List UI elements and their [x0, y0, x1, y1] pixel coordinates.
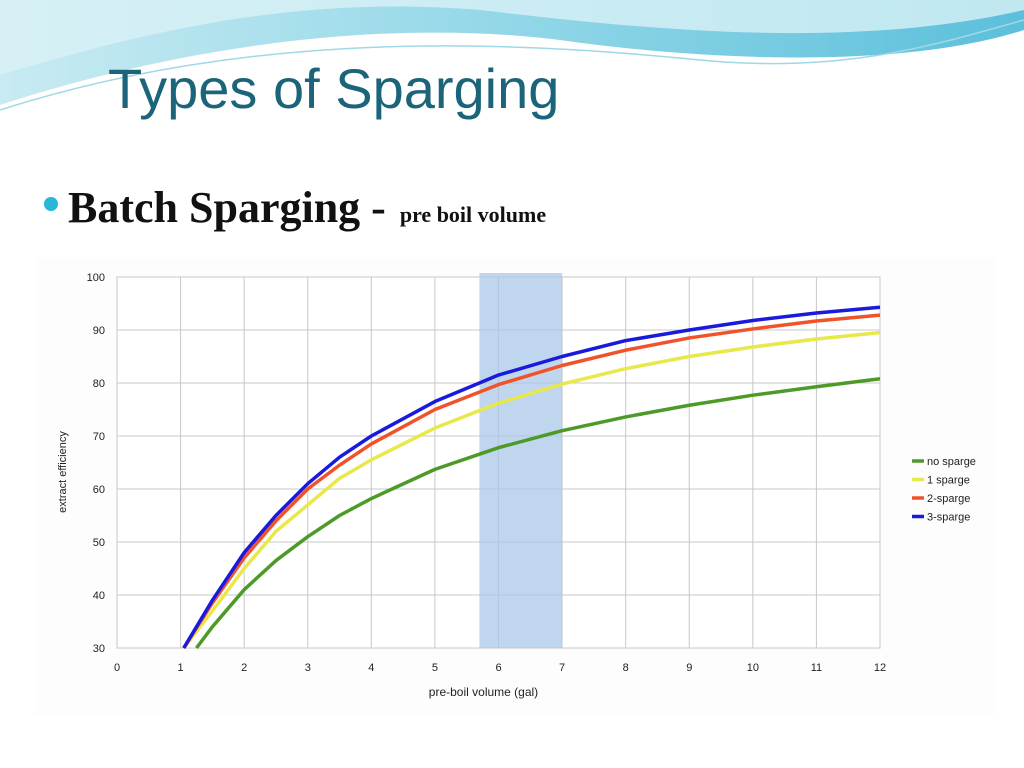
x-tick-label: 6 — [495, 662, 501, 674]
y-tick-label: 60 — [93, 484, 105, 496]
y-tick-label: 30 — [93, 643, 105, 655]
y-axis-label: extract efficiency — [57, 431, 69, 513]
legend-label: 3-sparge — [927, 512, 970, 524]
series-line — [182, 330, 881, 650]
slide-title: Types of Sparging — [108, 57, 559, 120]
series-line — [182, 305, 881, 649]
x-tick-label: 7 — [559, 662, 565, 674]
x-tick-label: 2 — [241, 662, 247, 674]
legend-label: no sparge — [927, 456, 976, 468]
bullet: Batch Sparging - — [68, 183, 386, 232]
x-tick-label: 10 — [747, 662, 759, 674]
y-tick-label: 100 — [87, 272, 105, 284]
series-line — [182, 313, 881, 649]
x-tick-label: 3 — [305, 662, 311, 674]
x-tick-label: 4 — [368, 662, 374, 674]
x-tick-label: 1 — [178, 662, 184, 674]
highlight-band — [479, 273, 563, 648]
y-tick-label: 40 — [93, 590, 105, 602]
x-tick-label: 12 — [874, 662, 886, 674]
wave-line — [0, 19, 1024, 111]
x-tick-label: 11 — [811, 662, 822, 674]
series-line — [195, 377, 881, 650]
legend-label: 1 sparge — [927, 475, 970, 487]
x-tick-label: 0 — [114, 662, 120, 674]
wave — [0, 0, 1024, 75]
bullet-note: pre boil volume — [400, 202, 547, 227]
legend-label: 2-sparge — [927, 493, 970, 505]
y-tick-label: 70 — [93, 431, 105, 443]
x-tick-label: 9 — [686, 662, 692, 674]
bullet-text: Batch Sparging - pre boil volume — [68, 183, 546, 232]
x-tick-label: 5 — [432, 662, 438, 674]
y-tick-label: 50 — [93, 537, 105, 549]
x-axis-label: pre-boil volume (gal) — [429, 685, 538, 699]
bullet-dot — [44, 197, 58, 211]
y-tick-label: 90 — [93, 325, 105, 337]
x-tick-label: 8 — [623, 662, 629, 674]
y-tick-label: 80 — [93, 378, 105, 390]
